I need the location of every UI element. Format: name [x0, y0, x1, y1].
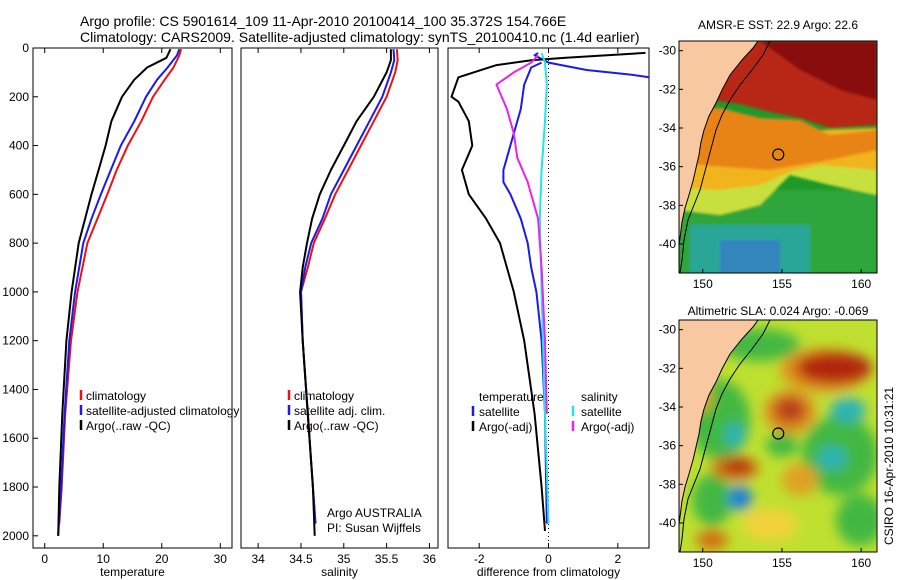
sst-field: [679, 41, 877, 273]
temperature-xtick-label: 30: [214, 552, 228, 566]
map-ytick-label: -36: [659, 160, 677, 174]
salinity-xtick-label: 35.5: [375, 552, 399, 566]
difference-series-line: [495, 54, 548, 414]
map-ytick-label: -32: [659, 361, 677, 375]
salinity-annotation: Argo AUSTRALIA: [327, 506, 422, 520]
difference-series-line: [502, 61, 548, 524]
sst-shelf-contour: [679, 41, 771, 273]
sst-map-panel: AMSR-E SST: 22.9 Argo: 22.6 150 155 160 -30…: [659, 18, 878, 291]
temperature-profile-panel: 0 10 20 30 0 200 400 600 800 1000 1200 1400 1600 1800…: [2, 41, 239, 579]
temperature-ytick-label: 400: [9, 139, 29, 153]
sst-argo-marker: [772, 148, 785, 161]
difference-series-line: [538, 52, 550, 524]
salinity-xtick-label: 35: [337, 552, 351, 566]
map-ytick-label: -34: [659, 400, 677, 414]
difference-xtick-label: 0: [545, 552, 552, 566]
salinity-series-line: [300, 49, 396, 524]
sla-shelf-contour: [679, 320, 771, 552]
sla-map-title: Altimetric SLA: 0.024 Argo: -0.069: [688, 304, 869, 318]
sla-map-panel: Altimetric SLA: 0.024 Argo: -0.069: [659, 304, 878, 570]
map-ytick-label: -30: [659, 44, 677, 58]
sla-argo-marker: [772, 427, 785, 440]
temperature-ytick-label: 0: [22, 41, 29, 55]
temperature-xlabel: temperature: [100, 565, 165, 579]
temperature-series-line: [57, 48, 172, 536]
salinity-legend-label: satellite adj. clim.: [294, 404, 385, 418]
salinity-annotation: PI: Susan Wijffels: [327, 521, 421, 535]
map-ytick-label: -40: [659, 237, 677, 251]
difference-legend-right-label: Argo(-adj): [581, 420, 634, 434]
difference-xtick-label: -2: [474, 552, 485, 566]
temperature-ytick-label: 2000: [2, 529, 29, 543]
map-ytick-label: -40: [659, 516, 677, 530]
difference-series-line: [533, 52, 650, 79]
salinity-profile-panel: 34 34.5 35 35.5 36 salinity climatologysatelli…: [240, 47, 439, 579]
map-ytick-label: -36: [659, 439, 677, 453]
map-ytick-label: -30: [659, 323, 677, 337]
temperature-ytick-label: 800: [9, 236, 29, 250]
temperature-xtick-label: 10: [97, 552, 111, 566]
map-ytick-label: -38: [659, 477, 677, 491]
map-xtick-label: 155: [772, 277, 792, 291]
difference-legend-right-label: satellite: [581, 405, 622, 419]
sst-map-axes: 150 155 160 -30 -32 -34 -36 -38 -40: [659, 44, 872, 291]
sla-land: [679, 320, 759, 528]
map-ytick-label: -38: [659, 198, 677, 212]
difference-xlabel: difference from climatology: [477, 565, 620, 579]
sst-map-title: AMSR-E SST: 22.9 Argo: 22.6: [698, 18, 858, 32]
temperature-xtick-label: 20: [155, 552, 169, 566]
map-xtick-label: 150: [693, 556, 713, 570]
temperature-legend-label: satellite-adjusted climatology: [86, 404, 239, 418]
temperature-xtick-label: 0: [41, 552, 48, 566]
map-xtick-label: 160: [851, 277, 871, 291]
salinity-legend-label: climatology: [294, 389, 354, 403]
sla-map-axes: 150 155 160 -30 -32 -34 -36 -38 -40: [659, 323, 872, 570]
sla-map-frame: [678, 319, 878, 553]
difference-legend-left-label: temperature: [479, 390, 544, 404]
temperature-ytick-label: 1400: [2, 382, 29, 396]
temperature-series-line: [57, 48, 181, 536]
temperature-legend-label: climatology: [86, 389, 146, 403]
difference-legend-left-label: satellite: [479, 405, 520, 419]
timestamp-stamp: CSIRO 16-Apr-2010 10:31:21: [882, 387, 896, 545]
map-ytick-label: -34: [659, 121, 677, 135]
map-xtick-label: 155: [772, 556, 792, 570]
salinity-plot-frame: [240, 47, 439, 549]
salinity-xlabel: salinity: [321, 565, 358, 579]
difference-legend-left-label: Argo(-adj): [479, 420, 532, 434]
salinity-series-line: [299, 49, 392, 536]
salinity-xtick-label: 34: [251, 552, 265, 566]
sst-map-frame: [678, 40, 878, 274]
difference-xtick-label: 2: [614, 552, 621, 566]
temperature-ytick-label: 1200: [2, 334, 29, 348]
temperature-ytick-label: 1800: [2, 480, 29, 494]
temperature-ytick-label: 600: [9, 187, 29, 201]
temperature-legend-label: Argo(..raw -QC): [86, 419, 171, 433]
temperature-series-line: [58, 48, 183, 524]
difference-legend-right-label: salinity: [581, 390, 618, 404]
map-xtick-label: 160: [851, 556, 871, 570]
difference-series-line: [450, 51, 646, 531]
temperature-ytick-label: 200: [9, 90, 29, 104]
temperature-plot-frame: [32, 47, 233, 549]
map-xtick-label: 150: [693, 277, 713, 291]
map-ytick-label: -32: [659, 82, 677, 96]
salinity-legend-label: Argo(..raw -QC): [294, 419, 379, 433]
header-line-2: Climatology: CARS2009. Satellite-adjuste…: [80, 29, 640, 45]
sst-land: [679, 41, 759, 249]
salinity-xtick-label: 34.5: [289, 552, 313, 566]
header-line-1: Argo profile: CS 5901614_109 11-Apr-2010…: [80, 13, 566, 29]
salinity-series-line: [300, 49, 399, 524]
salinity-xtick-label: 36: [423, 552, 437, 566]
temperature-ytick-label: 1000: [2, 285, 29, 299]
temperature-ytick-label: 1600: [2, 431, 29, 445]
